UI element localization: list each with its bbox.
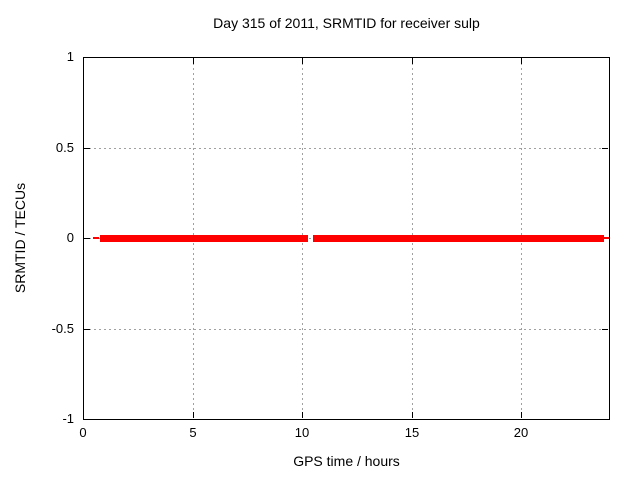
data-series-segment — [93, 237, 99, 239]
y-tick-mark-left — [84, 238, 90, 239]
x-tick-mark-bottom — [302, 412, 303, 418]
x-tick-label: 20 — [513, 425, 529, 440]
y-tick-mark-right — [602, 148, 608, 149]
x-tick-mark-bottom — [521, 412, 522, 418]
x-tick-label: 10 — [294, 425, 310, 440]
data-series-segment — [604, 237, 609, 239]
x-axis-label: GPS time / hours — [293, 453, 400, 469]
x-tick-mark-top — [521, 58, 522, 64]
y-tick-label: 1 — [66, 49, 74, 64]
y-tick-mark-right — [602, 57, 608, 58]
y-tick-mark-left — [84, 148, 90, 149]
plot-area-border — [83, 57, 610, 420]
x-tick-mark-bottom — [412, 412, 413, 418]
grid-line-y-0.5 — [84, 329, 608, 330]
x-tick-mark-top — [83, 58, 84, 64]
x-tick-label: 15 — [404, 425, 420, 440]
data-series-segment — [313, 235, 604, 242]
y-tick-label: -1 — [62, 411, 74, 426]
y-tick-mark-left — [84, 329, 90, 330]
y-tick-mark-left — [84, 57, 90, 58]
x-tick-mark-bottom — [193, 412, 194, 418]
y-tick-label: 0 — [66, 230, 74, 245]
y-tick-mark-left — [84, 419, 90, 420]
grid-line-y0.5 — [84, 148, 608, 149]
data-series-segment — [100, 235, 308, 242]
y-tick-label: -0.5 — [51, 321, 74, 336]
x-tick-mark-top — [302, 58, 303, 64]
chart-title: Day 315 of 2011, SRMTID for receiver sul… — [213, 15, 480, 31]
x-tick-mark-top — [193, 58, 194, 64]
x-tick-label: 5 — [189, 425, 197, 440]
y-tick-mark-right — [602, 419, 608, 420]
x-tick-label: 0 — [79, 425, 87, 440]
x-tick-mark-bottom — [83, 412, 84, 418]
y-tick-mark-right — [602, 329, 608, 330]
y-tick-label: 0.5 — [55, 140, 74, 155]
x-tick-mark-top — [412, 58, 413, 64]
